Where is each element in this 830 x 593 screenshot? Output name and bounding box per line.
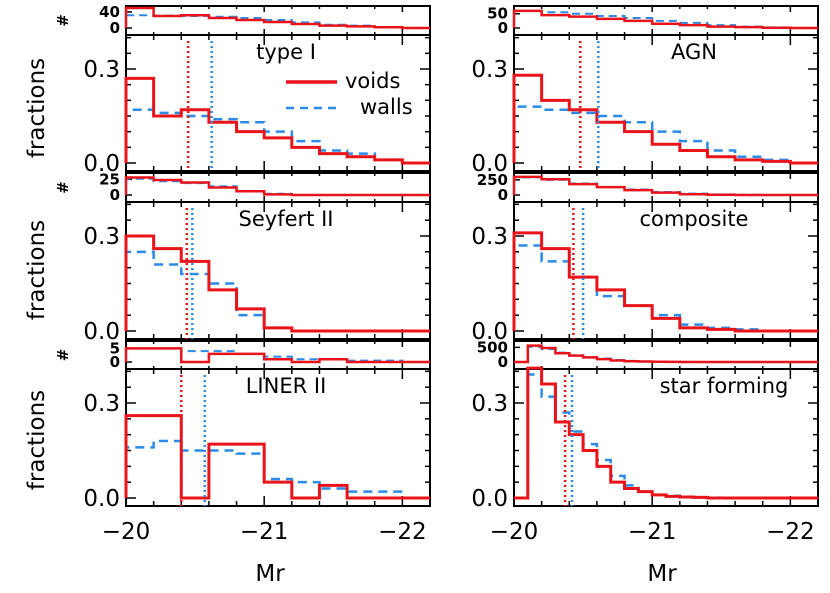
panel-5-count-ytick-label: 0 xyxy=(110,353,120,371)
panel-6-xtick-label: −20 xyxy=(490,519,539,545)
panel-5-voids-count-hist xyxy=(124,347,430,364)
panel-1-ytick-label: 0.3 xyxy=(83,57,120,83)
panel-5-count-frame xyxy=(125,340,431,370)
panel-1-title: type I xyxy=(256,40,316,64)
panel-2-count-ytick-label: 0 xyxy=(498,19,508,37)
panel-6-count-ytick-label: 500 xyxy=(477,338,508,356)
legend: voids walls xyxy=(286,69,413,119)
panel-2-voids-hist xyxy=(512,73,818,165)
panel-5-voids-hist xyxy=(124,414,430,500)
panel-3-ytick-label: 0.3 xyxy=(83,224,120,250)
panel-2-count-ytick-label: 50 xyxy=(487,5,508,23)
panel-4-count-ytick-label: 250 xyxy=(477,171,508,189)
panel-4-voids-count-hist xyxy=(512,175,818,197)
panel-4-title: composite xyxy=(640,207,749,231)
panel-6-xtick-label: −21 xyxy=(628,519,677,545)
panel-1-voids-count-hist xyxy=(124,6,430,30)
panel-1-ytick-label: 0.0 xyxy=(83,151,120,177)
panel-5-count-ylabel: # xyxy=(54,349,72,362)
panel-6-count-frame xyxy=(513,340,819,370)
panel-2-count-frame xyxy=(513,5,819,36)
xlabel-left: Mr xyxy=(255,561,285,587)
panel-3-count-frame xyxy=(125,172,431,203)
panel-6-ytick-label: 0.3 xyxy=(471,391,508,417)
panel-2-ytick-label: 0.3 xyxy=(471,57,508,83)
panel-2-title: AGN xyxy=(671,40,717,64)
panel-3-voids-hist xyxy=(124,234,430,333)
panel-5-title: LINER II xyxy=(246,374,327,398)
panel-4-voids-hist xyxy=(512,231,818,333)
panel-5-ytick-label: 0.3 xyxy=(83,391,120,417)
panel-3-walls-hist xyxy=(124,250,430,333)
panel-3-count-ylabel: # xyxy=(54,181,72,194)
panel-1-voids-hist xyxy=(124,76,430,165)
ylabel-row-3: fractions xyxy=(24,390,50,490)
xlabel-right: Mr xyxy=(647,561,677,587)
legend-walls-label: walls xyxy=(360,95,413,119)
panel-5-count-ytick-label: 5 xyxy=(110,339,120,357)
panel-6-voids-hist xyxy=(514,366,818,500)
ylabel-row-1: fractions xyxy=(24,58,50,158)
panel-2-walls-count-hist xyxy=(513,9,818,29)
panel-3-count-ytick-label: 25 xyxy=(99,170,120,188)
panel-6-ytick-label: 0.0 xyxy=(471,486,508,512)
panel-5-xtick-label: −22 xyxy=(378,519,427,545)
panel-2-fraction-frame xyxy=(513,34,819,172)
panel-6-fraction-frame xyxy=(513,368,819,507)
panel-2-walls-hist xyxy=(512,105,818,165)
panel-2-ytick-label: 0.0 xyxy=(471,151,508,177)
panel-2-voids-count-hist xyxy=(512,9,818,30)
panel-3-ytick-label: 0.0 xyxy=(83,319,120,345)
panel-4-ytick-label: 0.3 xyxy=(471,224,508,250)
panel-6-title: star forming xyxy=(660,374,789,398)
panel-3-title: Seyfert II xyxy=(239,207,334,231)
legend-voids-label: voids xyxy=(345,69,400,93)
panel-1-count-ylabel: # xyxy=(54,14,72,27)
panel-5-xtick-label: −20 xyxy=(102,519,151,545)
panel-3-count-ytick-label: 0 xyxy=(110,186,120,204)
panel-5-xtick-label: −21 xyxy=(240,519,289,545)
panel-5-walls-hist xyxy=(124,439,430,500)
ylabel-row-2: fractions xyxy=(24,220,50,320)
panel-4-count-frame xyxy=(513,172,819,203)
panel-5-ytick-label: 0.0 xyxy=(83,486,120,512)
panel-1-count-ytick-label: 0 xyxy=(110,19,120,37)
panel-4-count-ytick-label: 0 xyxy=(498,186,508,204)
panel-6-xtick-label: −22 xyxy=(766,519,815,545)
panel-3-voids-count-hist xyxy=(124,176,430,197)
panel-6-voids-count-hist xyxy=(514,344,818,364)
panel-6-count-ytick-label: 0 xyxy=(498,353,508,371)
panel-4-ytick-label: 0.0 xyxy=(471,319,508,345)
panel-1-count-ytick-label: 40 xyxy=(99,3,120,21)
